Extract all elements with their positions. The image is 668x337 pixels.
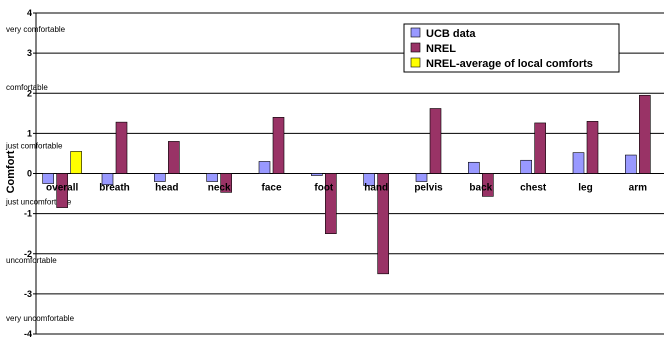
- bar-breath-series-1: [115, 121, 128, 174]
- bar-back-series-1: [482, 173, 494, 197]
- comfort-scale-label: very comfortable: [6, 25, 66, 34]
- y-tick-label-3: 3: [27, 48, 32, 58]
- legend-label-2: NREL-average of local comforts: [426, 58, 593, 70]
- y-tick-label-0: 0: [27, 169, 32, 179]
- bar-foot-series-0: [311, 173, 323, 176]
- bar-chest-series-0: [520, 159, 532, 174]
- bar-overall-series-2: [70, 151, 82, 174]
- bar-breath-series-0: [101, 173, 114, 186]
- legend-swatch-2: [410, 57, 421, 68]
- bar-head-series-0: [154, 173, 166, 182]
- bar-overall-series-1: [56, 173, 68, 208]
- bar-back-series-0: [468, 161, 480, 174]
- legend-swatch-0: [410, 27, 421, 38]
- bar-neck-series-1: [220, 173, 232, 193]
- gridlines: [36, 12, 664, 335]
- category-label-overall: overall: [46, 183, 78, 194]
- bar-leg-series-1: [586, 121, 599, 174]
- comfort-scale-label: just uncomfortable: [5, 198, 72, 207]
- legend-box: [403, 23, 620, 73]
- category-label-hand: hand: [364, 183, 388, 194]
- y-tick-label--3: -3: [24, 289, 32, 299]
- category-label-neck: neck: [208, 183, 231, 194]
- category-label-breath: breath: [99, 183, 130, 194]
- bar-arm-series-0: [625, 154, 637, 174]
- y-tick-label--1: -1: [24, 209, 32, 219]
- bar-chest-series-1: [534, 122, 546, 174]
- y-tick-label-2: 2: [27, 88, 32, 98]
- y-axis-label: Comfort: [5, 150, 17, 193]
- category-label-face: face: [261, 183, 281, 194]
- bar-pelvis-series-0: [415, 173, 428, 182]
- comfort-scale-label: comfortable: [6, 83, 48, 92]
- bar-neck-series-0: [206, 173, 218, 182]
- bar-face-series-1: [272, 117, 285, 174]
- legend: UCB data NREL NREL-average of local comfor…: [403, 23, 620, 73]
- category-labels: overall breath head neck face foot hand pelvis b…: [46, 183, 647, 194]
- y-tick-label--4: -4: [24, 329, 32, 337]
- legend-label-0: UCB data: [426, 28, 476, 40]
- category-label-foot: foot: [314, 183, 334, 194]
- bar-leg-series-0: [572, 152, 585, 174]
- category-label-chest: chest: [520, 183, 547, 194]
- legend-label-1: NREL: [426, 43, 456, 55]
- category-label-pelvis: pelvis: [414, 183, 443, 194]
- y-axis: -4 -3 -2 -1 0 1 2 3 4 very comfortable comfortable…: [5, 8, 75, 337]
- comfort-scale-label: very uncomfortable: [6, 314, 75, 323]
- y-tick-label--2: -2: [24, 249, 32, 259]
- bar-hand-series-1: [377, 173, 389, 275]
- comfort-scale-label: uncomfortable: [6, 256, 57, 265]
- category-label-arm: arm: [629, 183, 647, 194]
- y-tick-label-4: 4: [27, 8, 32, 18]
- bar-hand-series-0: [363, 173, 375, 186]
- bar-foot-series-1: [325, 173, 337, 234]
- bar-face-series-0: [258, 161, 271, 174]
- bar-overall-series-0: [42, 173, 54, 184]
- bar-head-series-1: [168, 141, 180, 174]
- y-tick-label-1: 1: [27, 128, 32, 138]
- bars: [42, 94, 651, 275]
- category-label-leg: leg: [578, 183, 592, 194]
- category-label-head: head: [155, 183, 178, 194]
- legend-swatch-1: [410, 42, 421, 53]
- bar-pelvis-series-1: [429, 108, 442, 174]
- comfort-scale-label: just comfortable: [5, 141, 63, 150]
- category-label-back: back: [469, 183, 492, 194]
- bar-arm-series-1: [639, 94, 651, 174]
